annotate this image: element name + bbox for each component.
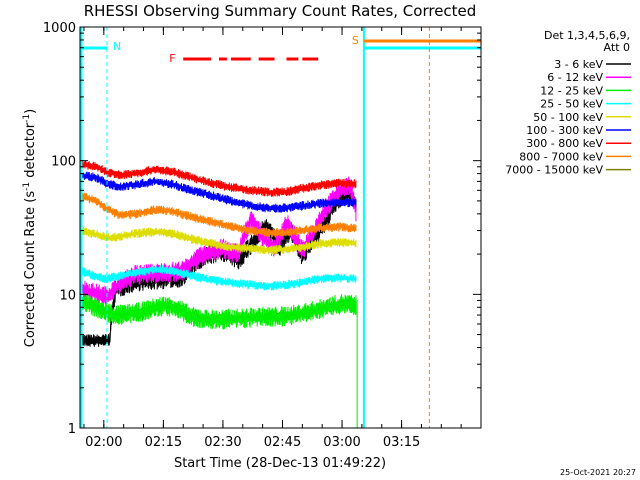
axes-layer: 1 10 100 1000 02:00 02:15 02:30 02:45 03:00 03:15: [43, 21, 482, 450]
series-800-7000-kev: [79, 191, 357, 238]
legend-label: 50 - 100 keV: [533, 111, 603, 124]
y-axis-label-sup2: -1: [22, 114, 32, 123]
y-tick-label: 1: [68, 422, 76, 437]
legend-label: 300 - 800 keV: [526, 137, 603, 150]
y-tick-label: 100: [51, 155, 76, 170]
legend-label: 7000 - 15000 keV: [505, 164, 603, 177]
series-50-100-kev: [79, 226, 357, 255]
y-axis-label: Corrected Count Rate (s-1 detector-1): [22, 109, 38, 347]
saa-label: S: [352, 34, 359, 47]
series-300-800-kev: [79, 160, 357, 197]
night-label: N: [113, 40, 121, 53]
y-axis-label-end: ): [23, 109, 38, 114]
legend-title-line-1: Det 1,3,4,5,6,9,: [544, 29, 630, 42]
legend-label: 800 - 7000 keV: [519, 150, 603, 163]
series-layer: [79, 160, 357, 347]
series-12-25-kev: [79, 291, 357, 330]
series-25-50-kev: [79, 265, 357, 291]
x-tick-label: 03:00: [323, 435, 360, 450]
legend-title-line-2: Att 0: [604, 41, 630, 54]
timestamp: 25-Oct-2021 20:27: [560, 468, 636, 477]
plot-frame: [79, 26, 482, 429]
series-6-12-kev: [79, 176, 357, 305]
y-axis-label-sup: -1: [22, 182, 32, 191]
legend-label: 12 - 25 keV: [540, 84, 603, 97]
chart-title: RHESSI Observing Summary Count Rates, Co…: [84, 2, 477, 20]
y-tick-label: 10: [59, 288, 76, 303]
y-axis-label-part: Corrected Count Rate (s: [23, 191, 38, 348]
y-tick-label: 1000: [43, 21, 76, 36]
legend-label: 25 - 50 keV: [540, 98, 603, 111]
overlay-layer: N F S: [80, 27, 481, 428]
legend-label: 6 - 12 keV: [547, 71, 603, 84]
x-tick-label: 02:15: [145, 435, 182, 450]
x-tick-label: 03:15: [383, 435, 420, 450]
x-tick-label: 02:00: [85, 435, 122, 450]
y-axis-label-mid: detector: [23, 122, 38, 182]
x-tick-label: 02:30: [204, 435, 241, 450]
x-axis-label: Start Time (28-Dec-13 01:49:22): [174, 456, 386, 471]
legend-label: 3 - 6 keV: [554, 58, 603, 71]
flare-label: F: [169, 52, 175, 65]
legend-label: 100 - 300 keV: [526, 124, 603, 137]
series-100-300-kev: [79, 171, 357, 213]
x-tick-label: 02:45: [264, 435, 301, 450]
